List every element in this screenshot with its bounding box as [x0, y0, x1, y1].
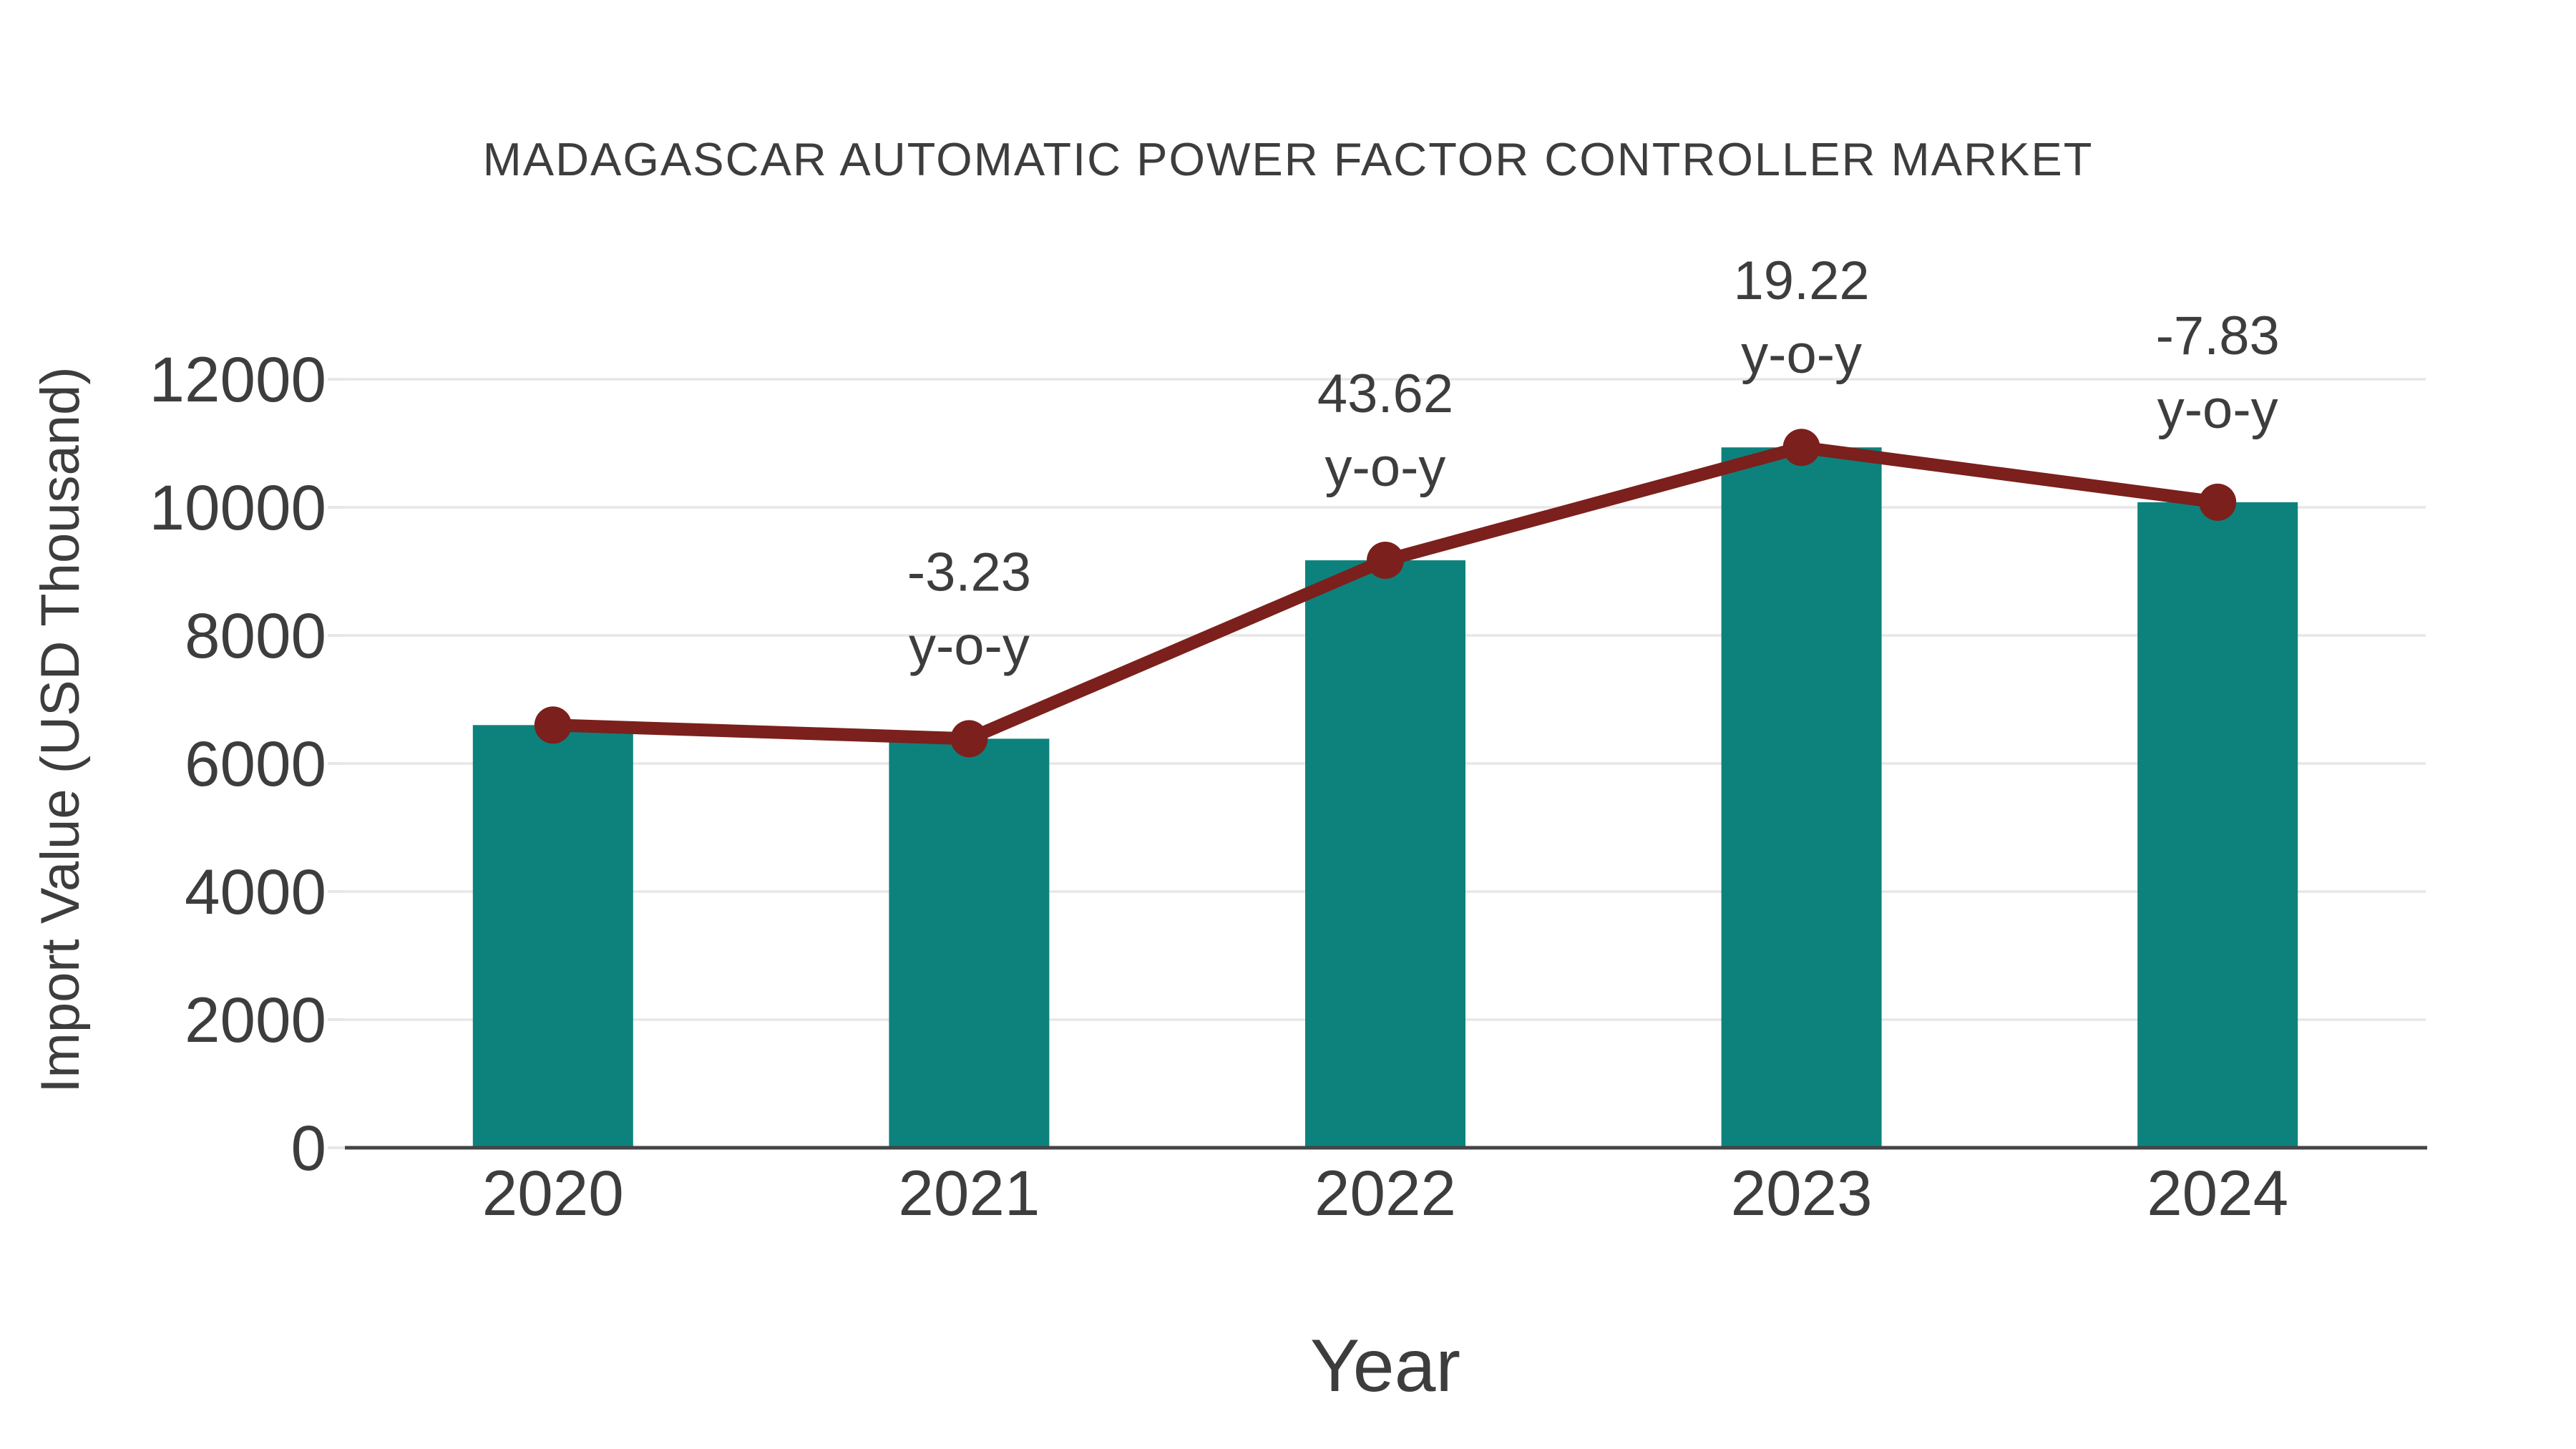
- y-tick-label-10000: 10000: [150, 472, 327, 543]
- bar-2022: [1305, 560, 1465, 1148]
- annotation-suffix-2022: y-o-y: [1325, 437, 1446, 498]
- x-tick-label-2020: 2020: [482, 1157, 624, 1229]
- annotation-suffix-2021: y-o-y: [909, 615, 1030, 676]
- trend-marker-2024: [2199, 483, 2237, 521]
- trend-marker-2021: [950, 720, 988, 758]
- x-tick-label-2021: 2021: [898, 1157, 1040, 1229]
- annotation-value-2022: 43.62: [1317, 364, 1453, 424]
- chart-title: MADAGASCAR AUTOMATIC POWER FACTOR CONTRO…: [483, 133, 2094, 185]
- y-tick-label-8000: 8000: [185, 600, 326, 671]
- annotation-value-2024: -7.83: [2156, 306, 2280, 366]
- y-axis-title: Import Value (USD Thousand): [30, 366, 91, 1093]
- y-tick-labels-layer: 0 2000 4000 6000 8000 10000 12000: [150, 343, 327, 1184]
- annotation-value-2021: -3.23: [907, 542, 1031, 602]
- annotations-layer: -3.23 y-o-y 43.62 y-o-y 19.22 y-o-y -7.83 y-o-y: [907, 250, 2280, 676]
- x-tick-label-2022: 2022: [1314, 1157, 1456, 1229]
- annotation-value-2023: 19.22: [1734, 250, 1870, 311]
- trend-line-layer: [534, 429, 2237, 758]
- bar-2021: [889, 738, 1050, 1148]
- trend-marker-2022: [1367, 542, 1404, 580]
- y-tick-label-4000: 4000: [185, 856, 326, 927]
- bars-layer: [472, 447, 2298, 1148]
- y-tick-label-0: 0: [291, 1112, 327, 1184]
- annotation-suffix-2023: y-o-y: [1741, 324, 1862, 385]
- trend-marker-2020: [534, 706, 572, 744]
- trend-marker-2023: [1782, 429, 1820, 467]
- y-tick-label-12000: 12000: [150, 343, 327, 415]
- x-tick-label-2023: 2023: [1731, 1157, 1873, 1229]
- bar-2023: [1721, 447, 1882, 1148]
- x-axis-title: Year: [1310, 1324, 1460, 1407]
- bar-2024: [2137, 502, 2298, 1148]
- y-tick-label-6000: 6000: [185, 728, 326, 799]
- annotation-suffix-2024: y-o-y: [2157, 379, 2278, 440]
- x-tick-labels-layer: 2020 2021 2022 2023 2024: [482, 1157, 2288, 1229]
- bar-2020: [472, 725, 633, 1148]
- y-tick-label-2000: 2000: [185, 984, 326, 1055]
- x-tick-label-2024: 2024: [2147, 1157, 2288, 1229]
